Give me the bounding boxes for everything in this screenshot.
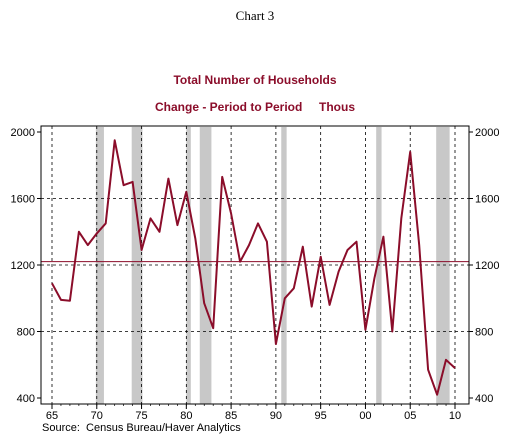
series-group [51,139,456,396]
gridlines [41,126,469,404]
chart-source: Source: Census Bureau/Haver Analytics [42,422,241,434]
y-tick-label-left: 800 [17,327,35,339]
y-tick-label-right: 400 [475,393,493,405]
recession-bar [436,127,450,404]
x-tick-label: 65 [46,410,58,422]
recession-bar [376,127,382,404]
x-tick-label: 85 [225,410,237,422]
x-tick-label: 80 [180,410,192,422]
chart-header: Chart 3 [236,8,275,23]
x-tick-label: 90 [270,410,282,422]
y-tick-label-right: 800 [475,327,493,339]
x-tick-label: 75 [135,410,147,422]
x-tick-label: 00 [359,410,371,422]
recession-shading [95,127,450,404]
recession-bar [95,127,104,404]
recession-bar [186,127,191,404]
chart-title: Total Number of Households [173,73,336,87]
y-axis-right: 2000 1600 1200 800 400 [469,127,499,405]
plot-frame [40,125,470,405]
y-tick-label-right: 1200 [475,260,499,272]
y-tick-label-left: 1600 [11,194,35,206]
recession-bar [281,127,287,404]
y-axis-left: 2000 1600 1200 800 400 [11,127,41,405]
y-tick-label-right: 2000 [475,127,499,139]
x-tick-label: 10 [449,410,461,422]
x-axis: 65 70 75 80 85 90 95 00 05 10 [46,404,461,422]
x-tick-label: 05 [404,410,416,422]
y-tick-label-left: 400 [17,393,35,405]
recession-bar [131,127,143,404]
x-tick-label: 70 [91,410,103,422]
y-tick-label-left: 2000 [11,127,35,139]
x-tick-label: 95 [315,410,327,422]
y-tick-label-right: 1600 [475,194,499,206]
series-line [51,139,456,396]
chart-subtitle: Change - Period to Period Thous [155,100,355,114]
y-tick-label-left: 1200 [11,260,35,272]
recession-bar [199,127,212,404]
